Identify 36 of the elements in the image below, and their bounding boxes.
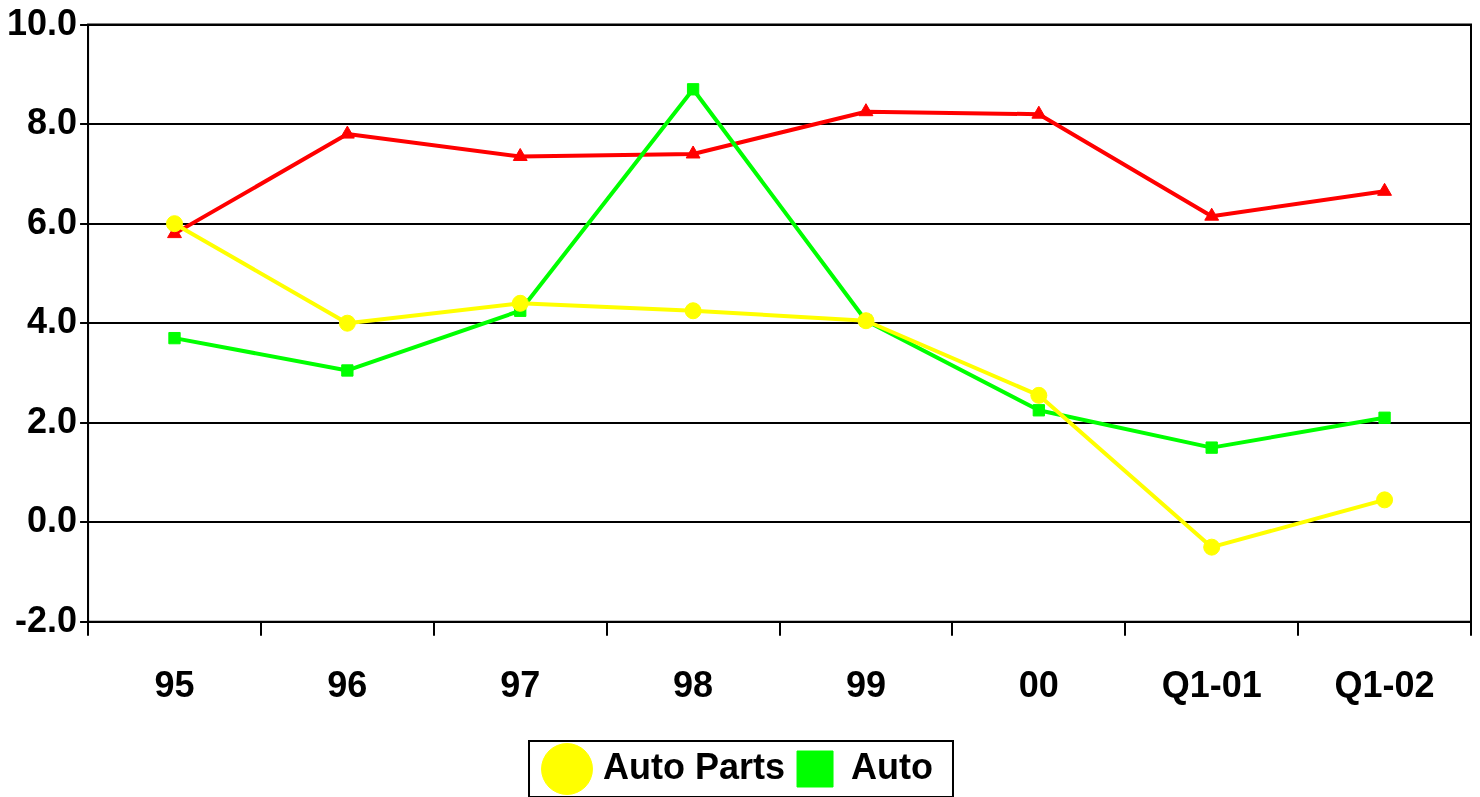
- point: [1205, 441, 1218, 454]
- point: [1203, 538, 1221, 556]
- point: [684, 302, 702, 320]
- x-tick-label: 00: [1018, 664, 1059, 706]
- point: [339, 125, 355, 139]
- point: [338, 314, 356, 332]
- y-tick-label: 2.0: [27, 399, 78, 441]
- x-tick-label: Q1-02: [1334, 664, 1435, 706]
- point: [858, 103, 874, 117]
- x-tick-label: 95: [154, 664, 195, 706]
- point: [166, 215, 183, 233]
- y-tick-label: 4.0: [27, 300, 78, 342]
- y-tick-label: -2.0: [15, 598, 78, 640]
- point: [1378, 411, 1391, 424]
- y-tick-label: 10.0: [6, 1, 78, 43]
- point: [341, 364, 354, 377]
- x-tick-label: 96: [327, 664, 368, 706]
- point: [1031, 105, 1047, 119]
- legend-label: Auto Parts: [603, 745, 786, 787]
- point: [511, 294, 529, 312]
- y-tick-label: 0.0: [27, 499, 78, 541]
- x-tick-label: 97: [500, 664, 541, 706]
- point: [168, 331, 181, 345]
- y-tick-label: 6.0: [27, 200, 78, 242]
- point: [512, 147, 528, 161]
- point: [1376, 491, 1394, 509]
- point: [1204, 207, 1220, 221]
- y-tick-label: 8.0: [27, 101, 78, 143]
- point: [685, 145, 701, 159]
- legend-label: Auto: [851, 745, 933, 787]
- x-tick-label: 99: [845, 664, 886, 706]
- point: [1032, 404, 1045, 417]
- point: [1377, 182, 1392, 196]
- point: [1030, 386, 1048, 404]
- x-tick-label: Q1-01: [1161, 664, 1262, 706]
- x-tick-label: 98: [673, 664, 714, 706]
